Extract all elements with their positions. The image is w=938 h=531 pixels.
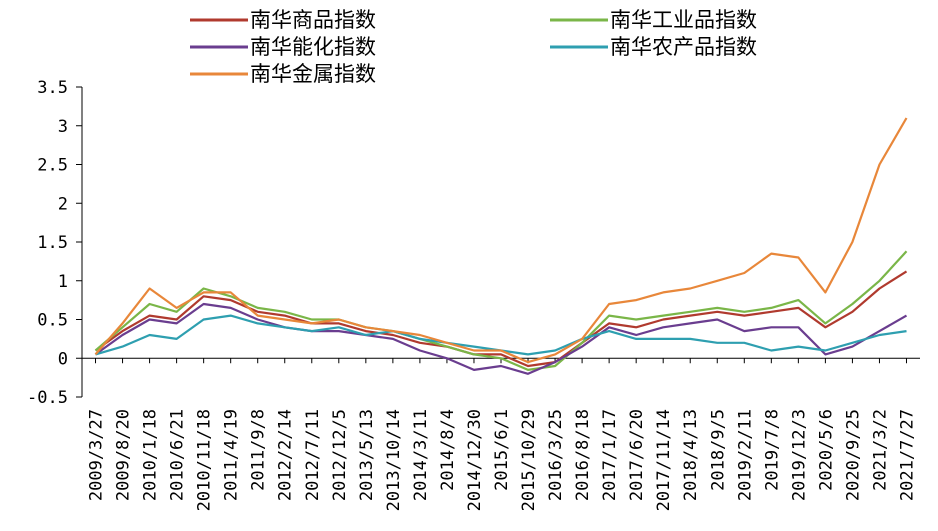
y-tick-label: 3: [58, 117, 68, 137]
legend-item-2: 南华能化指数: [190, 35, 376, 59]
series-layer: [94, 117, 908, 375]
x-tick-label: 2019/2/11: [735, 409, 755, 501]
x-tick-label: 2011/9/8: [249, 409, 269, 491]
x-tick-label: 2019/7/8: [762, 409, 782, 491]
x-tick-label: 2014/12/30: [465, 409, 485, 511]
legend-label: 南华金属指数: [250, 62, 376, 86]
x-tick-label: 2012/7/11: [303, 409, 323, 501]
legend-label: 南华商品指数: [250, 8, 376, 32]
legend-label: 南华工业品指数: [610, 8, 757, 32]
series-line-4: [94, 117, 908, 364]
y-tick-label: -0.5: [27, 388, 68, 408]
y-axis: -0.5 0 0.5 1 1.5 2 2.5 3 3.5: [27, 78, 83, 408]
x-tick-label: 2017/1/17: [600, 409, 620, 501]
y-tick-label: 1: [58, 272, 68, 292]
x-tick-label: 2021/7/27: [897, 409, 917, 501]
x-tick-label: 2018/9/5: [708, 409, 728, 491]
legend-item-1: 南华工业品指数: [550, 8, 757, 32]
x-tick-label: 2010/11/18: [195, 409, 215, 511]
x-tick-label: 2012/2/14: [276, 409, 296, 501]
legend-item-3: 南华农产品指数: [550, 35, 757, 59]
legend-item-0: 南华商品指数: [190, 8, 376, 32]
x-tick-label: 2021/3/2: [870, 409, 890, 491]
series-line-0: [94, 270, 908, 368]
x-tick-label: 2020/5/6: [816, 409, 836, 491]
x-tick-label: 2009/3/27: [87, 409, 107, 501]
x-axis: 2009/3/27 2009/8/20 2010/1/18 2010/6/21 2010…: [82, 357, 920, 511]
series-line-2: [94, 302, 908, 375]
legend-item-4: 南华金属指数: [190, 62, 376, 86]
y-tick-label: 1.5: [37, 233, 68, 253]
y-tick-label: 2: [58, 194, 68, 214]
x-tick-label: 2017/11/14: [654, 409, 674, 511]
x-tick-label: 2010/1/18: [141, 409, 161, 501]
x-tick-label: 2013/5/13: [357, 409, 377, 501]
x-tick-label: 2016/3/25: [546, 409, 566, 501]
x-tick-label: 2016/8/18: [573, 409, 593, 501]
x-tick-label: 2015/6/1: [492, 409, 512, 491]
x-tick-label: 2010/6/21: [168, 409, 188, 501]
x-tick-label: 2014/3/11: [411, 409, 431, 501]
x-tick-label: 2014/8/4: [438, 409, 458, 491]
y-tick-label: 0: [58, 349, 68, 369]
y-tick-label: 2.5: [37, 156, 68, 176]
legend-label: 南华农产品指数: [610, 35, 757, 59]
y-tick-label: 3.5: [37, 78, 68, 98]
x-tick-label: 2019/12/3: [789, 409, 809, 501]
legend-label: 南华能化指数: [250, 35, 376, 59]
x-tick-label: 2020/9/25: [843, 409, 863, 501]
x-tick-label: 2015/10/29: [519, 409, 539, 511]
series-line-1: [94, 250, 908, 371]
x-tick-label: 2017/6/20: [627, 409, 647, 501]
y-tick-label: 0.5: [37, 311, 68, 331]
x-tick-label: 2011/4/19: [222, 409, 242, 501]
series-line-3: [95, 314, 907, 356]
x-tick-label: 2013/10/14: [384, 409, 404, 511]
x-tick-label: 2018/4/13: [681, 409, 701, 501]
x-tick-label: 2012/12/5: [330, 409, 350, 501]
x-tick-label: 2009/8/20: [114, 409, 134, 501]
